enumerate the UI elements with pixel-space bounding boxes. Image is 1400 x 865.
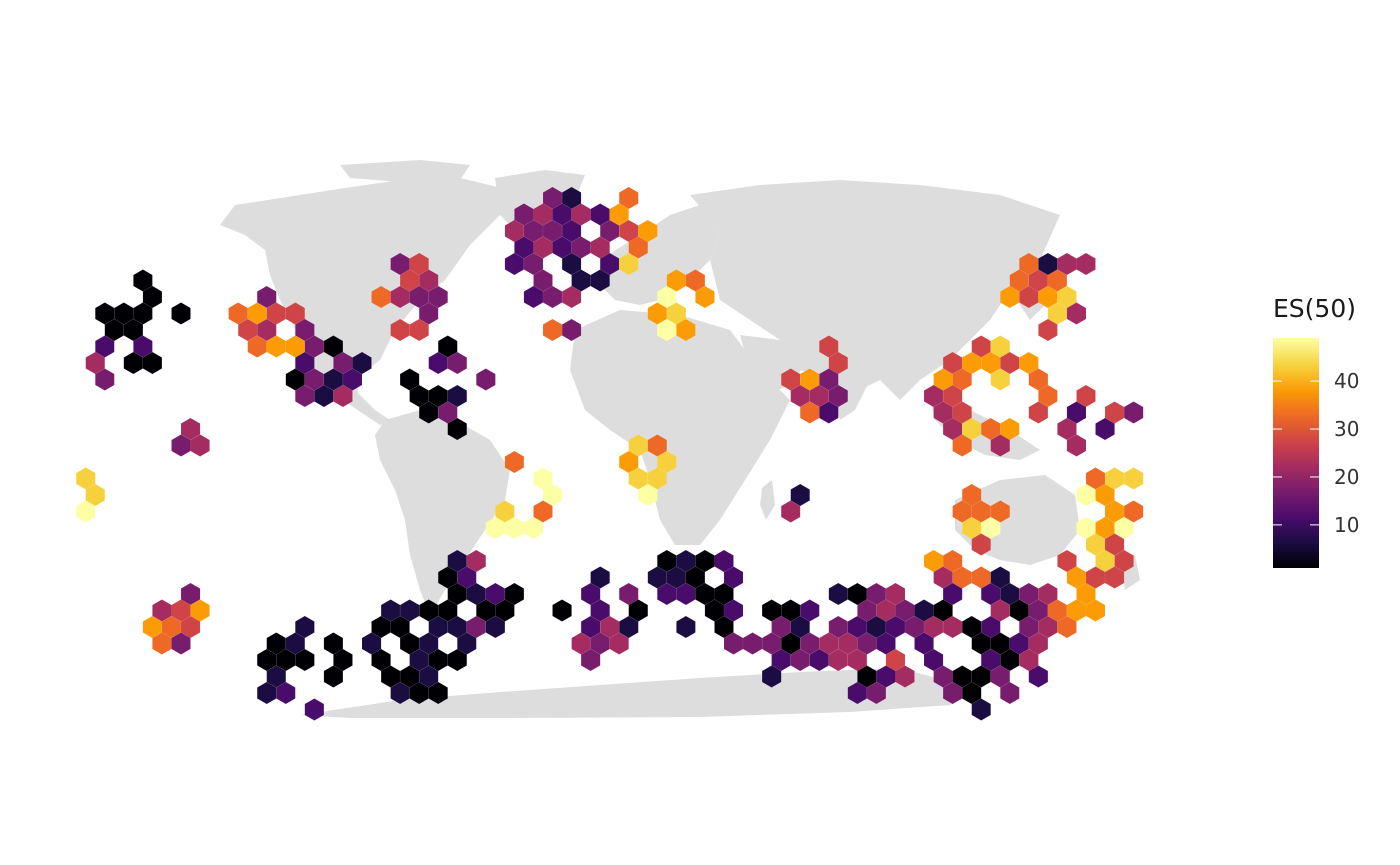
hexagon-cell [561,285,582,309]
hexagon-cell [866,681,887,705]
hexagon-cell [276,681,296,705]
hexagon-cell [781,500,801,523]
hexagon-cell [1104,566,1125,589]
hexagon-cell [428,681,448,705]
hexagon-cell [1076,252,1096,276]
africa [570,310,790,545]
legend-tick-label: 10 [1334,512,1360,537]
hexagon-cell [1123,401,1144,424]
hexagon-cell [580,648,601,672]
hexagon-cell [676,318,696,342]
madagascar [760,480,775,520]
hexagon-cell [590,269,610,292]
legend-tick-label: 40 [1334,369,1360,394]
hexagon-cell [142,351,163,375]
hexagon-cell [828,582,848,606]
asia [690,180,1060,400]
legend-tick-label: 20 [1334,464,1360,489]
hexagon-cell [1066,302,1087,325]
south-america [375,410,510,615]
hexagon-cell [333,384,353,408]
hexagon-cell [590,236,610,259]
hexagon-cell [304,698,325,721]
hexagon-cell [1000,681,1020,705]
hexagon-cell [1123,467,1144,490]
hexagon-cell [619,252,639,276]
hexagon-cell [990,434,1010,457]
hexagon-cell [476,368,496,391]
hexagon-cell [95,368,115,391]
hexagon-cell [819,401,839,424]
hexagon-cell [323,665,344,688]
hexagon-cell [447,417,467,441]
hexagon-cell [523,516,544,540]
hexagon-cell [695,285,715,309]
hexagon-cell [895,665,915,688]
land-masses [220,160,1140,718]
hexagon-cell [409,318,429,342]
north-america [220,178,510,405]
hexagon-cell [761,665,782,688]
hexagon-cell [190,434,210,457]
hexagon-cell [561,318,582,342]
antarctica [300,668,980,718]
hexagon-cell [638,483,658,507]
hexagon-cell [971,533,991,556]
hexagon-cell [990,368,1010,391]
hexagon-cell [447,648,467,672]
hexagon-cell [1085,599,1106,622]
hexagon-cell [676,615,696,639]
hexagon-cell [742,632,763,655]
hexagon-cell [171,632,191,655]
hexagon-cell [1028,665,1049,688]
hexagon-cell [504,450,525,474]
legend-tick-label: 30 [1334,417,1360,442]
hexagon-cell [971,698,991,721]
hexagon-cell [1066,434,1087,457]
legend-title: ES(50) [1273,294,1356,323]
world-map [76,160,1144,721]
hexagon-cell [1095,417,1115,441]
hexagon-cell [1028,401,1049,424]
diversity-hexagon-layer [76,186,1144,721]
hexagon-cell [485,615,506,639]
hexagon-cell [1057,615,1077,639]
hexagon-cell [438,599,458,622]
legend-colorbar [1273,338,1319,568]
hexagon-cell [609,632,629,655]
hexagon-cell [952,434,972,457]
hexagon-cell [542,318,563,342]
arctic-islands [340,160,470,182]
hexagon-cell [295,648,315,672]
hexagon-cell [552,599,572,622]
hexagon-cell [447,351,467,375]
hexagon-cell [171,302,191,325]
hexagon-cell [790,648,810,672]
hexagon-cell [76,500,96,523]
hexagon-cell [1038,318,1058,342]
